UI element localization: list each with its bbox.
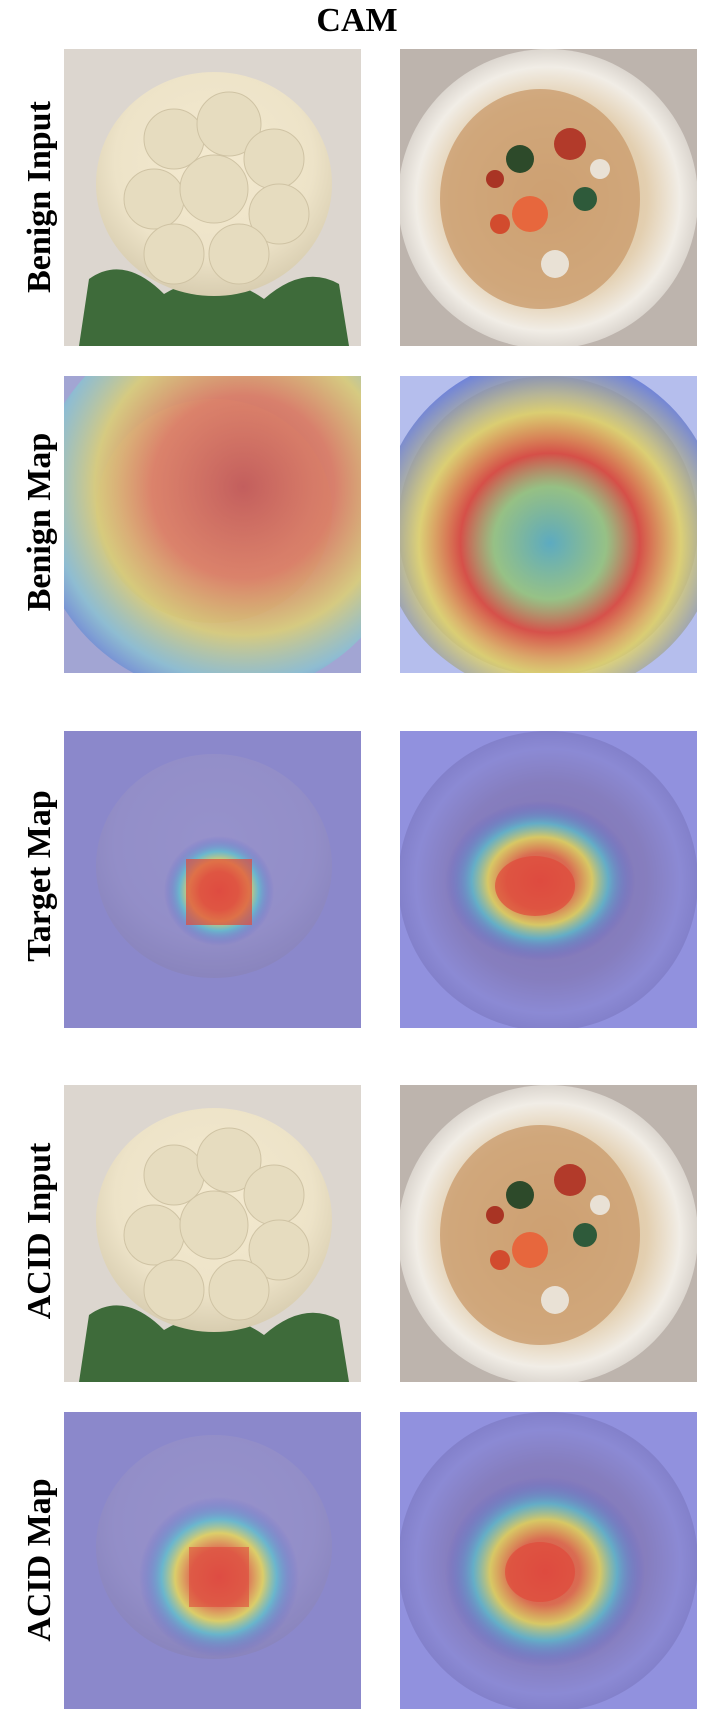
seafood-bowl-acid-photo xyxy=(400,1085,697,1382)
figure-title: CAM xyxy=(316,2,398,39)
seafood-bowl-photo xyxy=(400,49,697,346)
cauliflower-target-heatmap xyxy=(64,731,361,1028)
row-label-acid-input: ACID Input xyxy=(21,1142,58,1320)
row-label-benign-input: Benign Input xyxy=(21,101,58,293)
cauliflower-acid-photo xyxy=(64,1085,361,1382)
row-label-acid-map: ACID Map xyxy=(21,1478,58,1642)
seafood-bowl-benign-heatmap xyxy=(400,376,697,673)
seafood-bowl-target-heatmap xyxy=(400,731,697,1028)
seafood-bowl-acid-heatmap xyxy=(400,1412,697,1709)
cauliflower-acid-heatmap xyxy=(64,1412,361,1709)
cauliflower-photo xyxy=(64,49,361,346)
cauliflower-benign-heatmap xyxy=(64,376,361,673)
row-label-target-map: Target Map xyxy=(21,790,58,962)
row-label-benign-map: Benign Map xyxy=(21,432,58,612)
